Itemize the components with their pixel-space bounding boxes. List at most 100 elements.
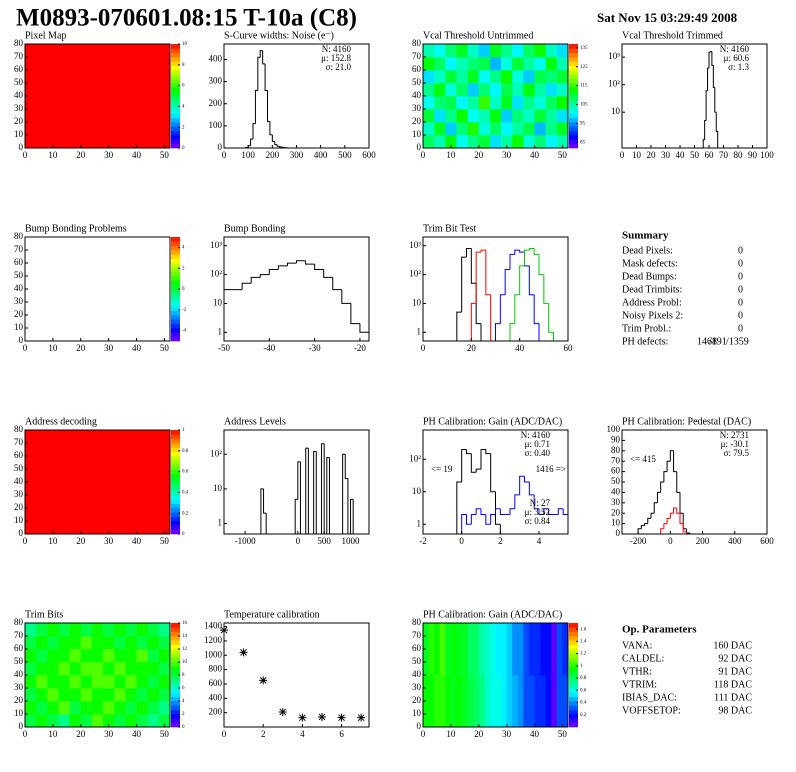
histogram-bin [538,508,544,515]
colorbar-band [171,456,180,461]
heatmap-cell [556,135,569,149]
heatmap-cell [423,57,435,71]
y-tick-label: 20 [412,116,422,126]
heatmap-cell [423,109,435,123]
x-tick-label: 50 [160,729,170,739]
heatmap-cell [556,675,563,728]
heatmap-cell [556,57,569,71]
x-tick-label: 0 [23,729,28,739]
heatmap-cell [114,701,126,715]
histogram-bin [528,482,535,496]
heatmap-cell [125,701,137,715]
colorbar-band [171,254,180,259]
histogram-bin [475,468,481,473]
colorbar-band [171,44,180,49]
heatmap-cell [556,96,569,110]
histogram-bin [548,508,554,515]
heatmap-cell [506,675,513,728]
y-tick-label: 10 [412,129,422,139]
x-tick-label: 30 [104,729,114,739]
heatmap-cell [147,623,160,637]
heatmap-cell [489,109,502,123]
heatmap-cell [147,675,160,689]
heatmap-cell [450,623,457,676]
summary-label: Address Probl: [622,297,682,308]
heatmap-cell [36,649,48,663]
colorbar-band [171,87,180,92]
heatmap-cell [423,122,435,136]
y-tick-label: 1 [417,518,422,528]
colorbar-band [569,44,578,49]
heatmap-cell [512,70,524,84]
heatmap-cell [136,714,148,728]
heatmap-cell [478,96,491,110]
x-tick-label: 40 [132,729,142,739]
heatmap-cell [523,109,535,123]
histogram-bin [499,508,506,515]
heatmap-cell [534,122,546,136]
heatmap-cell [69,675,82,689]
histogram-bin [504,268,510,295]
heatmap-cell [467,135,480,149]
histogram-bin [495,508,501,515]
heatmap-cell [434,135,446,149]
colorbar-band [569,104,578,110]
x-tick-label: 400 [728,536,742,546]
colorbar-band [569,670,578,676]
x-tick-label: 0 [620,150,625,160]
colorbar-band [171,722,180,728]
colorbar-band [171,705,180,710]
colorbar-band [171,96,180,101]
histogram-bin [262,50,266,65]
heatmap-cell [158,636,171,650]
colorbar-label: 6 [182,686,185,691]
heatmap-cell [147,688,160,702]
heatmap-cell [523,675,530,728]
x-tick-label: 10 [446,150,456,160]
x-tick-label: 80 [734,150,744,160]
star-marker [357,713,366,722]
y-tick-label: 50 [412,656,422,666]
x-tick-label: 10 [48,729,58,739]
colorbar-label: 8 [182,63,185,68]
histogram-bin [342,453,346,534]
colorbar-band [171,529,180,535]
histogram-bin [663,471,668,482]
y-tick-label: 50 [14,77,24,87]
y-tick-label: 10 [14,129,24,139]
heatmap-cell [545,623,552,676]
colorbar-band [171,332,180,337]
colorbar-band [569,705,578,710]
ph-defects: 1468 [697,336,717,347]
heatmap-cell [523,70,535,84]
y-tick-label: 70 [14,630,24,640]
summary-value: 0 [738,297,743,308]
colorbar-band [569,662,578,667]
summary-label: Dead Trimbits: [622,284,682,295]
histogram-bin [254,89,258,124]
y-tick-label: 30 [611,497,621,507]
colorbar-band [171,670,180,676]
heatmap-cell [512,675,519,728]
heatmap-cell [556,109,569,123]
panel-title: Vcal Threshold Trimmed [622,30,723,41]
heatmap-cell [434,83,446,97]
parameter-value: 91 DAC [718,666,752,677]
heatmap-cell [114,675,126,689]
panel-title: Pixel Map [25,30,66,41]
heatmap-cell [489,83,502,97]
heatmap-cell [528,623,535,676]
y-tick-label: 200 [209,98,223,108]
heatmap-cell [91,649,104,663]
histogram-bin [514,294,520,324]
colorbar-band [171,237,180,242]
y-tick-label: 0 [417,721,422,731]
colorbar-band [171,649,180,654]
histogram-bin [456,481,462,534]
y-tick-label: 1000 [204,649,223,659]
histogram-bin [673,450,677,473]
histogram-bin [644,523,648,526]
heatmap-cell [512,96,524,110]
colorbar-label: -2 [182,308,187,313]
heatmap-cell [136,649,148,663]
